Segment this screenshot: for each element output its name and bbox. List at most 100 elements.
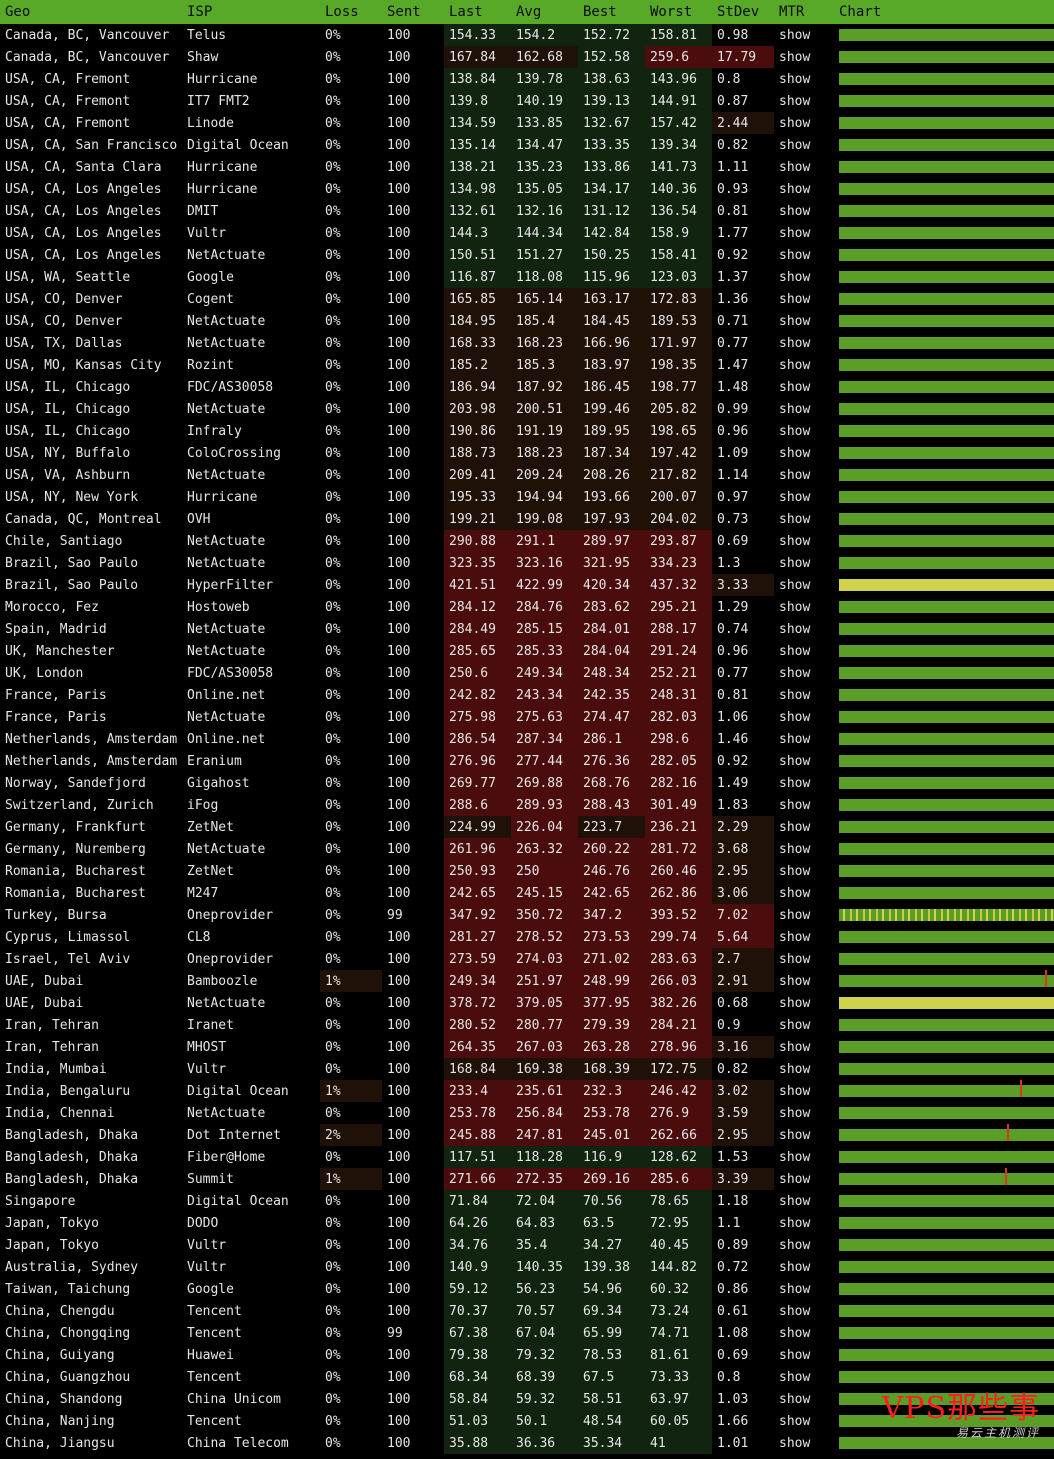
table-row: USA, CA, Fremont IT7 FMT2 0% 100 139.8 140.19… (0, 90, 1054, 112)
mtr-link[interactable]: show (779, 401, 811, 417)
mtr-link[interactable]: show (779, 929, 811, 945)
col-header-loss[interactable]: Loss (320, 0, 382, 24)
stdev-cell: 1.47 (717, 357, 749, 373)
mtr-link[interactable]: show (779, 291, 811, 307)
mtr-link[interactable]: show (779, 1303, 811, 1319)
col-header-sent[interactable]: Sent (382, 0, 444, 24)
loss-cell: 0% (325, 181, 341, 197)
mtr-link[interactable]: show (779, 27, 811, 43)
mtr-link[interactable]: show (779, 577, 811, 593)
mtr-link[interactable]: show (779, 71, 811, 87)
mtr-link[interactable]: show (779, 1369, 811, 1385)
geo-cell: Germany, Frankfurt (5, 819, 146, 835)
mtr-link[interactable]: show (779, 1347, 811, 1363)
mtr-link[interactable]: show (779, 1237, 811, 1253)
mtr-link[interactable]: show (779, 93, 811, 109)
mtr-link[interactable]: show (779, 335, 811, 351)
mtr-link[interactable]: show (779, 863, 811, 879)
mtr-link[interactable]: show (779, 1105, 811, 1121)
mtr-link[interactable]: show (779, 357, 811, 373)
mtr-link[interactable]: show (779, 841, 811, 857)
mtr-link[interactable]: show (779, 1281, 811, 1297)
mtr-link[interactable]: show (779, 907, 811, 923)
mtr-link[interactable]: show (779, 753, 811, 769)
mtr-link[interactable]: show (779, 1259, 811, 1275)
mtr-link[interactable]: show (779, 775, 811, 791)
mtr-link[interactable]: show (779, 1193, 811, 1209)
mtr-link[interactable]: show (779, 511, 811, 527)
mtr-link[interactable]: show (779, 181, 811, 197)
worst-cell: 73.33 (645, 1366, 712, 1388)
loss-cell: 0% (325, 401, 341, 417)
chart-cell (834, 1234, 1054, 1256)
col-header-last[interactable]: Last (444, 0, 511, 24)
mtr-link[interactable]: show (779, 445, 811, 461)
table-row: China, Chengdu Tencent 0% 100 70.37 70.57 69.3… (0, 1300, 1054, 1322)
mtr-link[interactable]: show (779, 643, 811, 659)
table-row: USA, CO, Denver Cogent 0% 100 165.85 165.14 16… (0, 288, 1054, 310)
mtr-link[interactable]: show (779, 621, 811, 637)
mtr-link[interactable]: show (779, 709, 811, 725)
col-header-mtr[interactable]: MTR (774, 0, 834, 24)
loss-cell: 0% (325, 1281, 341, 1297)
chart-cell (834, 266, 1054, 288)
mtr-link[interactable]: show (779, 1039, 811, 1055)
mtr-link[interactable]: show (779, 115, 811, 131)
col-header-stdev[interactable]: StDev (712, 0, 774, 24)
mtr-link[interactable]: show (779, 489, 811, 505)
col-header-geo[interactable]: Geo (0, 0, 182, 24)
mtr-link[interactable]: show (779, 1171, 811, 1187)
last-cell: 249.34 (444, 970, 511, 992)
mtr-link[interactable]: show (779, 599, 811, 615)
best-cell: 69.34 (578, 1300, 645, 1322)
mtr-link[interactable]: show (779, 1061, 811, 1077)
mtr-link[interactable]: show (779, 137, 811, 153)
mtr-link[interactable]: show (779, 731, 811, 747)
mtr-link[interactable]: show (779, 885, 811, 901)
best-cell: 152.72 (578, 24, 645, 46)
mtr-link[interactable]: show (779, 1325, 811, 1341)
mtr-link[interactable]: show (779, 951, 811, 967)
mtr-link[interactable]: show (779, 1413, 811, 1429)
loss-cell: 0% (325, 1105, 341, 1121)
avg-cell: 118.08 (511, 266, 578, 288)
mtr-link[interactable]: show (779, 1127, 811, 1143)
latency-chart-bar (839, 1063, 1054, 1075)
mtr-link[interactable]: show (779, 1435, 811, 1451)
avg-cell: 67.04 (511, 1322, 578, 1344)
mtr-link[interactable]: show (779, 687, 811, 703)
mtr-link[interactable]: show (779, 313, 811, 329)
mtr-link[interactable]: show (779, 379, 811, 395)
mtr-link[interactable]: show (779, 423, 811, 439)
col-header-best[interactable]: Best (578, 0, 645, 24)
mtr-link[interactable]: show (779, 203, 811, 219)
avg-cell: 35.4 (511, 1234, 578, 1256)
isp-cell: Shaw (187, 49, 219, 65)
mtr-link[interactable]: show (779, 247, 811, 263)
mtr-link[interactable]: show (779, 1017, 811, 1033)
worst-cell: 266.03 (645, 970, 712, 992)
mtr-link[interactable]: show (779, 819, 811, 835)
mtr-link[interactable]: show (779, 1215, 811, 1231)
col-header-worst[interactable]: Worst (645, 0, 712, 24)
mtr-link[interactable]: show (779, 995, 811, 1011)
mtr-link[interactable]: show (779, 1391, 811, 1407)
mtr-link[interactable]: show (779, 467, 811, 483)
geo-cell: Netherlands, Amsterdam (5, 753, 178, 769)
mtr-link[interactable]: show (779, 555, 811, 571)
mtr-link[interactable]: show (779, 797, 811, 813)
col-header-avg[interactable]: Avg (511, 0, 578, 24)
mtr-link[interactable]: show (779, 1149, 811, 1165)
mtr-link[interactable]: show (779, 973, 811, 989)
col-header-chart[interactable]: Chart (834, 0, 1054, 24)
mtr-link[interactable]: show (779, 49, 811, 65)
col-header-isp[interactable]: ISP (182, 0, 320, 24)
mtr-link[interactable]: show (779, 225, 811, 241)
mtr-link[interactable]: show (779, 1083, 811, 1099)
mtr-link[interactable]: show (779, 533, 811, 549)
mtr-link[interactable]: show (779, 159, 811, 175)
sent-cell: 100 (387, 49, 411, 65)
geo-cell: China, Shandong (5, 1391, 123, 1407)
mtr-link[interactable]: show (779, 269, 811, 285)
mtr-link[interactable]: show (779, 665, 811, 681)
